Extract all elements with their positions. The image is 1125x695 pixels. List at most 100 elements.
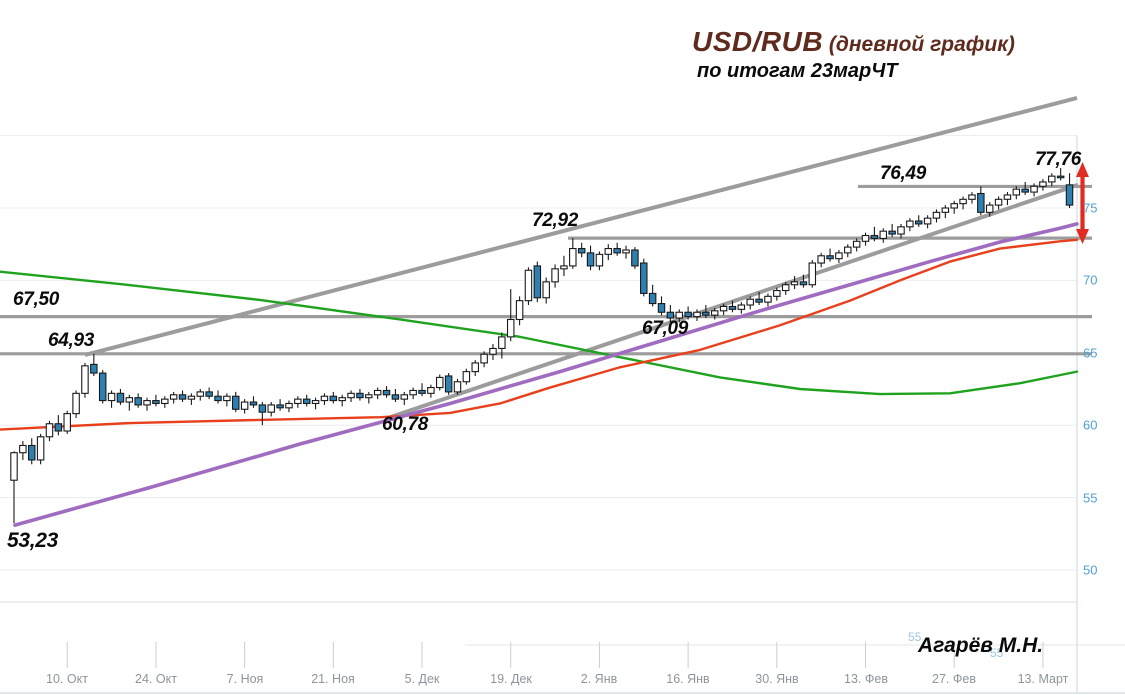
x-axis-label-13fev: 13. Фев xyxy=(844,672,888,686)
candlestick xyxy=(719,305,728,312)
faint-indicator-value-2: 55 xyxy=(990,646,1004,660)
candlestick xyxy=(560,265,568,270)
candlestick xyxy=(1021,188,1029,193)
candlestick xyxy=(54,423,63,432)
x-axis-label-24okt: 24. Окт xyxy=(135,672,177,686)
price-annotation-6709: 67,09 xyxy=(642,318,689,339)
price-annotation-6750: 67,50 xyxy=(13,289,60,310)
candlestick xyxy=(302,398,311,405)
candlestick xyxy=(45,423,54,438)
candlestick xyxy=(835,252,843,260)
candlestick xyxy=(746,298,754,306)
page-title-qualifier: (дневной график) xyxy=(823,33,1015,56)
candlestick xyxy=(276,404,284,409)
x-axis-label-16yanv: 16. Янв xyxy=(666,672,710,686)
candlestick xyxy=(98,372,107,402)
candlestick xyxy=(604,247,613,255)
candlestick xyxy=(657,303,666,313)
candlestick xyxy=(817,255,825,264)
candlestick xyxy=(116,392,125,403)
trendline xyxy=(389,182,1079,420)
candlestick xyxy=(152,400,160,405)
candlestick xyxy=(81,365,89,394)
candlestick xyxy=(294,398,302,405)
candlestick xyxy=(569,247,577,267)
candlestick xyxy=(533,265,542,299)
candlestick xyxy=(338,397,346,402)
candlestick xyxy=(932,211,941,219)
candlestick xyxy=(462,371,471,383)
candlestick xyxy=(329,395,338,402)
candlestick xyxy=(373,389,382,396)
arrow-head-up xyxy=(1076,162,1089,177)
candlestick xyxy=(728,305,737,310)
candlestick xyxy=(311,400,320,405)
candlestick xyxy=(436,376,444,389)
candlestick xyxy=(577,247,586,254)
page-title: USD/RUB xyxy=(692,26,824,57)
y-axis-label-55: 55 xyxy=(1083,490,1098,506)
price-annotation-5323: 53,23 xyxy=(7,529,59,552)
x-axis-label-21noy: 21. Ноя xyxy=(311,672,355,686)
price-annotation-6493: 64,93 xyxy=(48,330,95,351)
candlestick xyxy=(1003,194,1012,200)
x-axis-label-30yanv: 30. Янв xyxy=(755,672,799,686)
candlestick xyxy=(631,249,639,267)
candlestick xyxy=(427,387,435,394)
candlestick xyxy=(844,246,852,254)
candlestick xyxy=(1065,184,1074,206)
candlestick xyxy=(675,311,683,319)
trendline xyxy=(84,96,1078,357)
candlestick xyxy=(640,262,648,294)
y-axis-label-70: 70 xyxy=(1083,272,1098,288)
candlestick xyxy=(808,262,817,286)
candlestick xyxy=(1056,175,1065,179)
y-axis-label-75: 75 xyxy=(1083,200,1098,216)
candlestick xyxy=(356,392,364,399)
chart-subtitle: по итогам 23марЧТ xyxy=(697,60,898,82)
x-axis-label-10okt: 10. Окт xyxy=(46,672,88,686)
price-annotation-6078: 60,78 xyxy=(382,414,429,435)
candlestick xyxy=(985,204,994,213)
candlestick xyxy=(764,295,772,303)
candlestick xyxy=(861,234,870,242)
candlestick xyxy=(444,375,453,393)
candlestick xyxy=(710,310,719,316)
moving-average-purple xyxy=(13,222,1079,527)
faint-indicator-value-1: 55 xyxy=(908,630,922,644)
candlestick xyxy=(897,226,905,235)
moving-average-green xyxy=(0,270,1079,396)
candlestick xyxy=(63,413,71,432)
candlestick xyxy=(790,281,799,286)
y-axis-label-60: 60 xyxy=(1083,417,1098,433)
author-signature: Агарёв М.Н. xyxy=(918,634,1044,657)
candlestick xyxy=(27,444,36,461)
candlestick xyxy=(684,311,692,318)
candlestick xyxy=(1030,185,1038,193)
candlestick xyxy=(666,311,675,319)
candlestick xyxy=(240,401,249,410)
chart-header: USD/RUB (дневной график) по итогам 23мар… xyxy=(692,26,1015,83)
x-axis-label-13mart: 13. Март xyxy=(1017,672,1069,686)
candlestick xyxy=(347,392,355,399)
candlestick xyxy=(914,220,923,225)
candlestick xyxy=(258,404,267,413)
candlestick xyxy=(524,269,533,302)
candlestick xyxy=(143,400,151,406)
candlestick xyxy=(205,391,213,397)
candlestick xyxy=(232,395,240,410)
candlestick xyxy=(1012,188,1021,196)
candlestick xyxy=(1048,175,1056,183)
candlestick xyxy=(134,397,142,406)
candlestick xyxy=(10,452,18,481)
candlestick xyxy=(320,395,329,402)
price-annotation-7649: 76,49 xyxy=(880,163,927,184)
candlestick xyxy=(941,207,950,213)
candlestick xyxy=(994,198,1003,206)
x-axis-label-5dek: 5. Дек xyxy=(404,672,440,686)
candlestick xyxy=(879,230,888,239)
x-axis-label-19dek: 19. Дек xyxy=(490,672,532,686)
price-annotation-7776: 77,76 xyxy=(1035,149,1082,170)
